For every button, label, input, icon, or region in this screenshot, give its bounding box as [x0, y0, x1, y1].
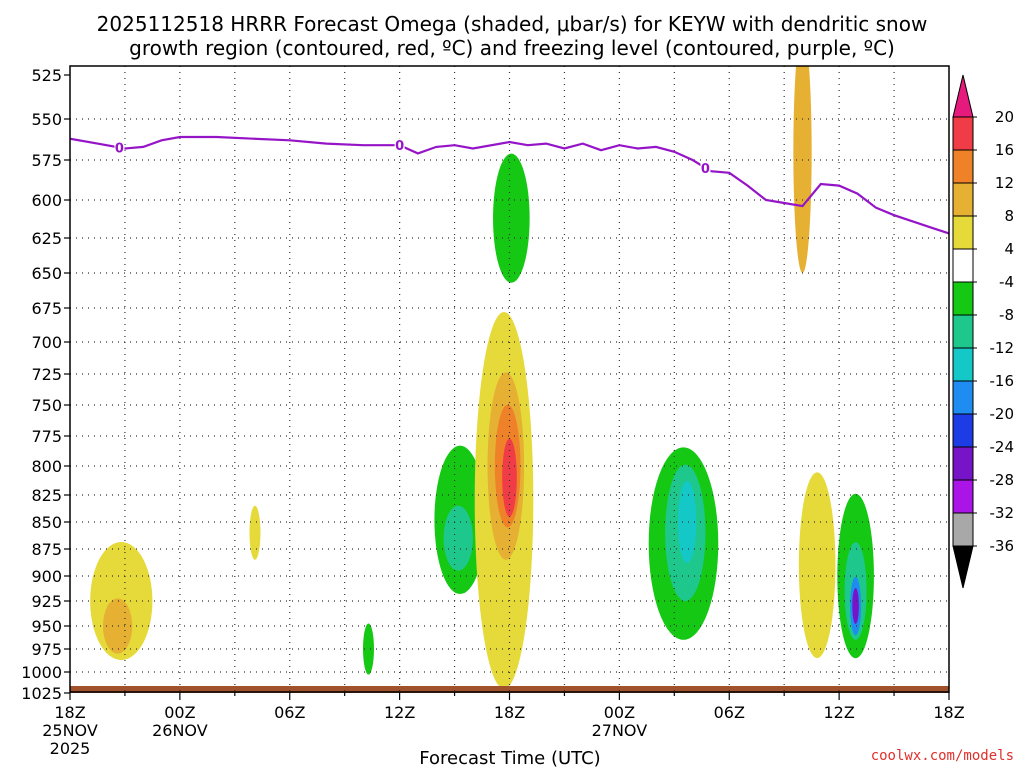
colorbar-bin-6 [952, 314, 974, 349]
colorbar-label-9: -20 [990, 405, 1015, 423]
freezing-level-label-2: 0 [701, 162, 710, 177]
y-tick-label-750: 750 [31, 396, 62, 415]
colorbar-bin-8 [952, 380, 974, 415]
colorbar-label-13: -36 [990, 537, 1015, 555]
x-tick-label-0: 18Z [54, 703, 85, 722]
omega-contour-18 [793, 66, 812, 273]
colorbar-label-4: 4 [1004, 240, 1014, 258]
y-tick-label-925: 925 [31, 592, 62, 611]
x-tick-label-6: 06Z [714, 703, 745, 722]
y-tick-label-800: 800 [31, 457, 62, 476]
omega-contour-13 [677, 480, 697, 564]
x-tick-date-1: 26NOV [152, 721, 208, 740]
freezing-label-bg-0 [114, 140, 125, 155]
colorbar-bin-5 [952, 281, 974, 316]
terrain-ground-band [70, 686, 949, 693]
colorbar-label-11: -28 [990, 471, 1015, 489]
colorbar-label-2: 12 [995, 174, 1014, 192]
omega-contour-19 [798, 472, 836, 659]
y-tick-label-550: 550 [31, 110, 62, 129]
colorbar-bin-10 [952, 446, 974, 481]
x-tick-label-1: 00Z [164, 703, 195, 722]
freezing-level-line [70, 135, 949, 235]
colorbar-bin-7 [952, 347, 974, 382]
colorbar-bin-1 [952, 149, 974, 184]
x-tick-label-2: 06Z [274, 703, 305, 722]
x-tick-date-5: 27NOV [592, 721, 648, 740]
y-tick-label-625: 625 [31, 229, 62, 248]
freezing-level-label-0: 0 [115, 142, 124, 157]
y-tick-label-575: 575 [31, 151, 62, 170]
colorbar-label-1: 16 [995, 141, 1014, 159]
omega-contour-10 [493, 153, 530, 283]
colorbar-bin-4 [952, 248, 974, 283]
omega-contour-5 [443, 505, 473, 571]
y-tick-label-975: 975 [31, 640, 62, 659]
y-tick-label-675: 675 [31, 299, 62, 318]
omega-contour-3 [363, 623, 374, 675]
x-tick-date-0: 25NOV [42, 721, 98, 740]
x-axis-title: Forecast Time (UTC) [419, 748, 600, 768]
colorbar-bin-12 [952, 512, 974, 547]
y-tick-label-775: 775 [31, 427, 62, 446]
colorbar-label-12: -32 [990, 504, 1015, 522]
y-tick-label-850: 850 [31, 513, 62, 532]
colorbar-label-5: -4 [999, 273, 1014, 291]
colorbar-label-10: -24 [990, 438, 1015, 456]
colorbar-label-6: -8 [999, 306, 1014, 324]
x-tick-label-8: 18Z [933, 703, 964, 722]
x-tick-label-4: 18Z [494, 703, 525, 722]
y-tick-label-650: 650 [31, 264, 62, 283]
y-tick-label-725: 725 [31, 365, 62, 384]
freezing-label-bg-2 [700, 160, 711, 175]
freezing-level-layer: 0 0 0 [70, 135, 949, 235]
chart-title-line-1: 2025112518 HRRR Forecast Omega (shaded, … [97, 12, 928, 36]
y-tick-label-525: 525 [31, 66, 62, 85]
omega-contour-17 [852, 588, 859, 624]
colorbar-top-triangle [952, 74, 974, 118]
colorbar-bottom-triangle [952, 545, 974, 589]
colorbar-bin-2 [952, 182, 974, 217]
x-tick-year-0: 2025 [50, 739, 91, 758]
y-axis: 525 550 575 600 625 650 675 700 725 750 775 800 825 8… [21, 66, 70, 703]
colorbar-bin-9 [952, 413, 974, 448]
colorbar-bin-0 [952, 116, 974, 151]
y-tick-label-1000: 1000 [21, 663, 62, 682]
y-tick-label-950: 950 [31, 617, 62, 636]
y-tick-label-900: 900 [31, 567, 62, 586]
omega-shading-layer [90, 66, 874, 689]
y-tick-label-875: 875 [31, 540, 62, 559]
x-tick-label-3: 12Z [384, 703, 415, 722]
freezing-label-bg-1 [394, 138, 405, 153]
x-tick-label-7: 12Z [823, 703, 854, 722]
freezing-level-label-1: 0 [395, 139, 404, 154]
y-tick-label-600: 600 [31, 191, 62, 210]
colorbar-label-3: 8 [1004, 207, 1014, 225]
credit-text: coolwx.com/models [871, 748, 1014, 764]
y-tick-label-1025: 1025 [21, 684, 62, 703]
y-tick-label-825: 825 [31, 486, 62, 505]
colorbar: 20 16 12 8 4 -4 -8 -12 -16 -20 -24 -28 -32 -36 [952, 74, 1015, 589]
omega-contour-2 [249, 505, 261, 560]
colorbar-label-0: 20 [995, 108, 1014, 126]
plot-area: 0 0 0 [69, 65, 950, 693]
colorbar-label-8: -16 [990, 372, 1015, 390]
colorbar-bin-3 [952, 215, 974, 250]
colorbar-label-7: -12 [990, 339, 1015, 357]
y-tick-label-700: 700 [31, 333, 62, 352]
omega-contour-9 [502, 438, 517, 517]
chart-title-line-2: growth region (contoured, red, ºC) and f… [129, 36, 895, 60]
omega-contour-1 [102, 598, 133, 654]
grid-layer [70, 66, 949, 692]
colorbar-bin-11 [952, 479, 974, 514]
x-tick-label-5: 00Z [604, 703, 635, 722]
